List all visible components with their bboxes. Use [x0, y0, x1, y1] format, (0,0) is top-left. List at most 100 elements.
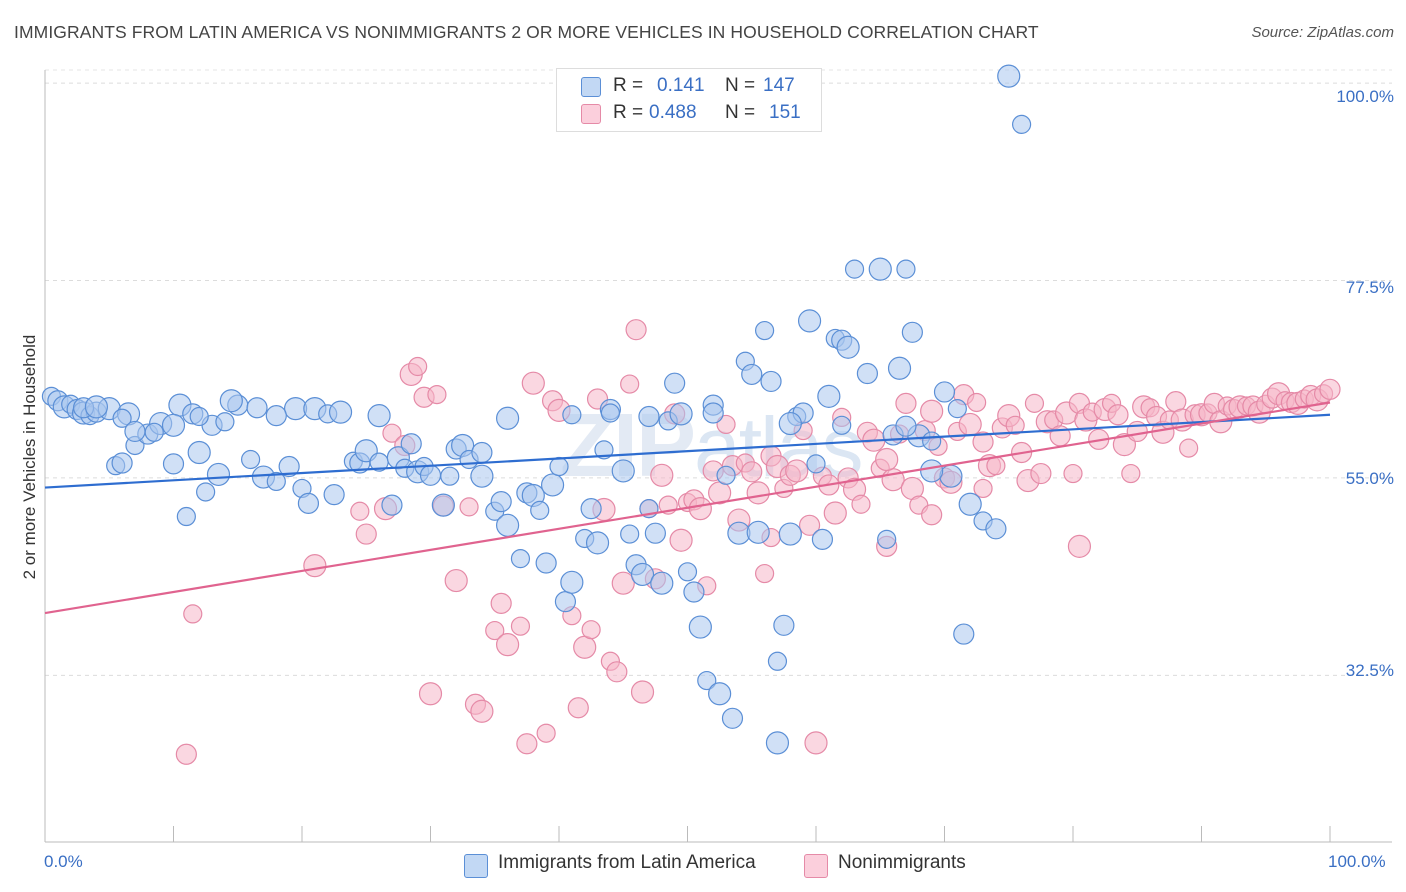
point-nonimmigrant	[444, 568, 468, 593]
point-nonimmigrant	[175, 743, 197, 765]
point-nonimmigrant	[716, 414, 736, 435]
source-label: Source: ZipAtlas.com	[1251, 24, 1394, 41]
point-nonimmigrant	[1024, 393, 1045, 413]
point-latin-america	[620, 524, 640, 544]
n-label: N =	[725, 102, 756, 123]
point-nonimmigrant	[921, 504, 943, 526]
point-nonimmigrant	[521, 371, 545, 395]
point-nonimmigrant	[650, 463, 674, 487]
point-latin-america	[958, 492, 982, 516]
point-latin-america	[400, 433, 422, 455]
point-nonimmigrant	[669, 528, 693, 552]
point-latin-america	[806, 454, 826, 474]
point-latin-america	[176, 506, 196, 527]
point-nonimmigrant	[746, 481, 770, 505]
point-latin-america	[727, 521, 751, 545]
point-latin-america	[111, 452, 133, 474]
point-latin-america	[594, 440, 614, 460]
point-latin-america	[638, 405, 660, 428]
point-nonimmigrant	[620, 374, 640, 394]
point-nonimmigrant	[1030, 462, 1052, 485]
point-latin-america	[490, 491, 512, 513]
n-value: 151	[769, 102, 801, 123]
point-latin-america	[585, 531, 610, 555]
point-nonimmigrant	[355, 523, 377, 545]
point-latin-america	[644, 522, 666, 544]
r-label: R =	[613, 102, 644, 123]
point-nonimmigrant	[611, 571, 635, 595]
point-nonimmigrant	[516, 733, 538, 755]
point-latin-america	[549, 456, 569, 477]
point-nonimmigrant	[688, 497, 712, 521]
point-latin-america	[844, 259, 865, 279]
point-nonimmigrant	[785, 459, 809, 483]
point-latin-america	[985, 518, 1007, 540]
y-tick-label: 32.5%	[1345, 661, 1394, 680]
point-latin-america	[196, 482, 216, 502]
point-nonimmigrant	[303, 554, 327, 578]
point-latin-america	[797, 309, 822, 333]
point-latin-america	[161, 413, 186, 437]
point-nonimmigrant	[470, 699, 494, 723]
point-latin-america	[246, 397, 268, 419]
point-latin-america	[510, 549, 531, 569]
point-latin-america	[440, 466, 460, 486]
point-latin-america	[266, 471, 286, 492]
point-latin-america	[381, 494, 403, 516]
point-latin-america	[811, 528, 834, 550]
point-latin-america	[124, 420, 146, 443]
n-label: N =	[725, 75, 756, 96]
point-latin-america	[754, 320, 775, 341]
point-latin-america	[836, 335, 860, 359]
point-latin-america	[84, 395, 109, 419]
point-latin-america	[920, 459, 944, 483]
point-nonimmigrant	[606, 661, 628, 683]
point-nonimmigrant	[382, 423, 402, 443]
point-latin-america	[611, 459, 635, 483]
stats-box: R = 0.141 N = 147 R = 0.488 N = 151	[556, 68, 822, 132]
point-latin-america	[896, 259, 916, 279]
r-label: R =	[613, 75, 644, 96]
point-latin-america	[496, 406, 520, 430]
point-latin-america	[162, 453, 185, 475]
point-nonimmigrant	[1067, 534, 1092, 558]
point-latin-america	[683, 581, 705, 603]
point-nonimmigrant	[183, 604, 203, 624]
y-axis-label: 2 or more Vehicles in Household	[20, 334, 39, 580]
point-nonimmigrant	[1005, 415, 1025, 435]
point-nonimmigrant	[875, 447, 899, 472]
point-latin-america	[189, 406, 209, 427]
point-nonimmigrant	[625, 319, 647, 341]
point-nonimmigrant	[408, 356, 428, 377]
point-latin-america	[650, 571, 674, 595]
point-nonimmigrant	[350, 501, 370, 521]
point-nonimmigrant	[418, 682, 443, 706]
point-nonimmigrant	[1121, 463, 1141, 484]
point-nonimmigrant	[485, 620, 505, 641]
point-latin-america	[187, 440, 211, 465]
point-latin-america	[697, 670, 717, 691]
point-nonimmigrant	[490, 592, 512, 614]
point-latin-america	[817, 384, 841, 408]
point-nonimmigrant	[1107, 404, 1129, 426]
legend-label: Immigrants from Latin America	[498, 852, 756, 873]
trend-line-latin-america	[44, 413, 1331, 489]
x-tick-label-max: 100.0%	[1328, 852, 1386, 871]
point-latin-america	[328, 400, 353, 424]
point-latin-america	[773, 614, 795, 636]
point-nonimmigrant	[1179, 438, 1199, 458]
point-latin-america	[367, 404, 391, 428]
point-latin-america	[765, 731, 790, 755]
point-latin-america	[600, 403, 621, 423]
point-latin-america	[215, 412, 235, 432]
legend-swatch-pink	[804, 854, 828, 878]
point-latin-america	[746, 520, 770, 544]
point-nonimmigrant	[630, 680, 655, 704]
point-latin-america	[540, 473, 565, 497]
point-latin-america	[856, 362, 879, 385]
point-nonimmigrant	[972, 431, 994, 453]
point-nonimmigrant	[823, 501, 847, 525]
y-tick-label: 77.5%	[1345, 278, 1394, 297]
point-nonimmigrant	[1112, 432, 1137, 457]
legend-swatch-blue	[464, 854, 488, 878]
